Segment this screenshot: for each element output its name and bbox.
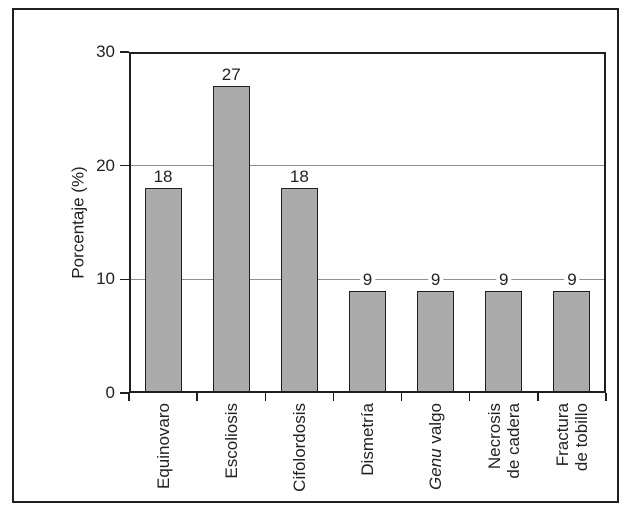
category-label-2: Cifolordosis bbox=[289, 403, 309, 492]
category-label-1: Escoliosis bbox=[221, 403, 241, 479]
bar-3 bbox=[349, 290, 386, 393]
bar-6 bbox=[553, 290, 591, 393]
x-tick-2 bbox=[264, 393, 267, 401]
y-tick-label-20: 20 bbox=[96, 155, 115, 175]
category-label-0: Equinovaro bbox=[153, 403, 173, 490]
bar-value-label-3: 9 bbox=[359, 270, 376, 288]
y-axis-title: Porcentaje (%) bbox=[68, 166, 88, 279]
bar-value-label-0: 18 bbox=[150, 168, 176, 186]
y-tick-10 bbox=[120, 278, 129, 281]
category-label-5: Necrosis de cadera bbox=[484, 403, 523, 479]
x-tick-1 bbox=[196, 393, 198, 401]
y-tick-0 bbox=[120, 392, 129, 394]
bar-value-label-1: 27 bbox=[218, 66, 244, 84]
category-label-6: Fractura de tobillo bbox=[552, 403, 591, 472]
y-tick-label-10: 10 bbox=[96, 269, 115, 289]
bar-4 bbox=[417, 290, 455, 393]
x-tick-6 bbox=[537, 393, 539, 401]
y-tick-20 bbox=[120, 164, 129, 167]
category-label-4: Genu valgo bbox=[426, 403, 446, 490]
x-tick-4 bbox=[400, 393, 403, 401]
bar-value-label-6: 9 bbox=[564, 270, 580, 288]
bar-value-label-2: 18 bbox=[286, 168, 312, 186]
x-tick-3 bbox=[332, 393, 335, 401]
bar-value-label-5: 9 bbox=[496, 270, 512, 288]
bar-1 bbox=[212, 86, 250, 393]
gridline-20 bbox=[129, 164, 606, 167]
y-tick-label-30: 30 bbox=[96, 42, 115, 61]
bar-2 bbox=[280, 188, 318, 393]
category-label-3: Dismetría bbox=[358, 403, 377, 476]
plot-area: 0 10 20 30 18 27 18 9 9 9 9 Equinovaro Escoliosis Cif… bbox=[96, 42, 607, 492]
bar-value-label-4: 9 bbox=[427, 270, 444, 288]
x-tick-0 bbox=[128, 393, 130, 401]
y-tick-30 bbox=[120, 51, 129, 53]
x-tick-7 bbox=[605, 393, 607, 401]
bar-0 bbox=[144, 188, 182, 393]
x-tick-5 bbox=[468, 393, 471, 401]
y-tick-label-0: 0 bbox=[105, 383, 115, 402]
bar-5 bbox=[485, 290, 523, 393]
figure-frame: Porcentaje (%) 0 10 20 30 18 27 18 9 9 9 9 Equinova… bbox=[12, 8, 619, 503]
